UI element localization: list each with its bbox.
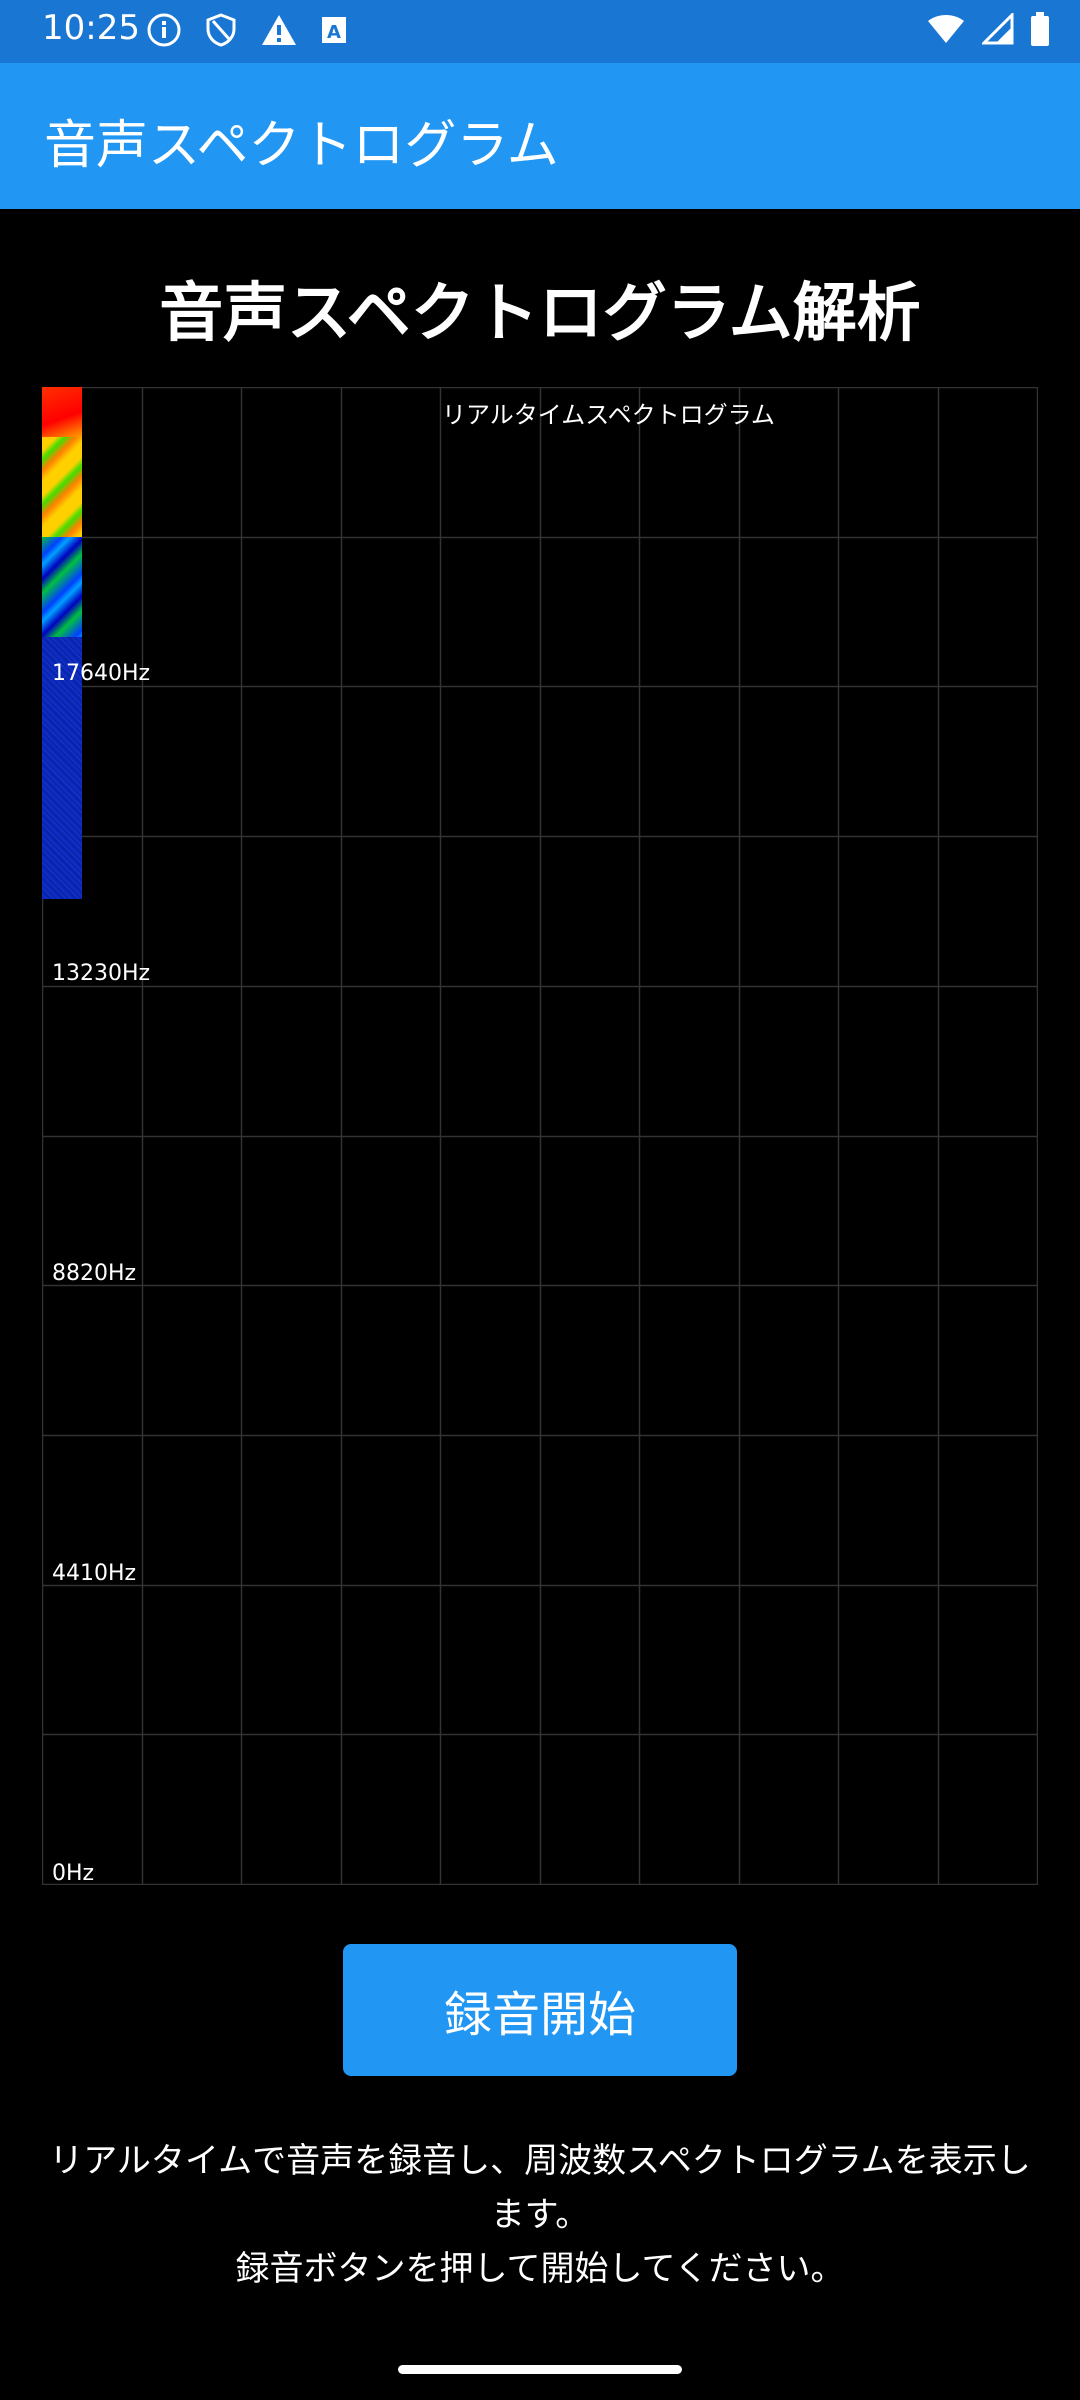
warning-icon [262, 15, 296, 45]
battery-icon [1031, 12, 1049, 46]
description-line-2: 録音ボタンを押して開始してください。 [235, 2249, 845, 2289]
app-bar: 音声スペクトログラム [0, 63, 1080, 209]
spectrogram-band-green [42, 537, 82, 637]
home-indicator[interactable] [398, 2365, 682, 2374]
app-bar-title: 音声スペクトログラム [44, 116, 559, 176]
record-start-button[interactable]: 録音開始 [343, 1944, 737, 2076]
spectrogram-band-blue [42, 637, 82, 899]
spectrogram-band-red [42, 387, 82, 437]
page-title: 音声スペクトログラム解析 [159, 277, 921, 351]
description: リアルタイムで音声を録音し、周波数スペクトログラムを表示します。 録音ボタンを押… [40, 2134, 1040, 2296]
status-time: 10:25 [42, 8, 140, 48]
frequency-label-0: 0Hz [52, 1861, 95, 1886]
svg-text:A: A [327, 22, 341, 43]
spectrogram-title: リアルタイムスペクトログラム [442, 401, 775, 429]
frequency-label-4410: 4410Hz [52, 1561, 137, 1586]
status-icons-left: A [146, 12, 348, 48]
spectrogram-column [42, 387, 82, 899]
cellular-signal-icon [982, 13, 1014, 45]
spectrogram-view: リアルタイムスペクトログラム 17640Hz 13230Hz 8820Hz 44… [42, 387, 1038, 1886]
status-bar: 10:25 A [0, 0, 1080, 63]
frequency-label-13230: 13230Hz [52, 961, 151, 986]
frequency-label-8820: 8820Hz [52, 1261, 137, 1286]
description-line-1: リアルタイムで音声を録音し、周波数スペクトログラムを表示します。 [49, 2141, 1031, 2235]
spectrogram-band-yellow [42, 437, 82, 537]
frequency-label-17640: 17640Hz [52, 661, 151, 686]
shield-icon [206, 13, 236, 47]
wifi-icon [928, 15, 964, 43]
status-icons-right [926, 12, 1050, 46]
info-icon [147, 13, 181, 47]
spectrogram-grid [42, 387, 1038, 1885]
font-icon: A [322, 17, 346, 43]
